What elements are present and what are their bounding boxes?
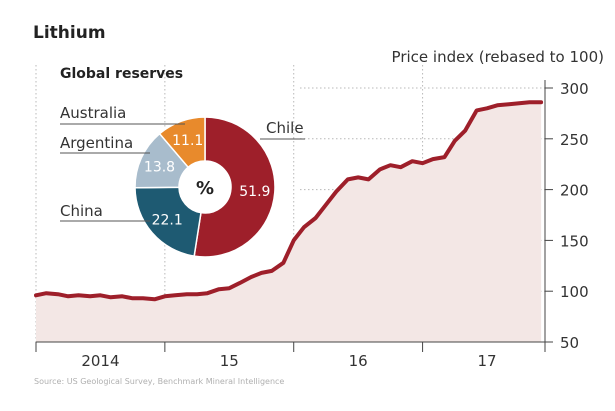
x-tick-label: 17 xyxy=(477,352,496,370)
y-tick-label: 100 xyxy=(560,283,589,301)
price-line xyxy=(34,100,544,302)
x-tick-label: 16 xyxy=(349,352,368,370)
pie-value-label: 22.1 xyxy=(152,213,183,229)
pie-chart: 51.9 22.1 13.8 11.1% Chile China Argentina Aust… xyxy=(60,104,305,258)
pie-category-label: Argentina xyxy=(60,134,133,152)
x-tick-label: 2014 xyxy=(81,352,119,370)
chart-title: Lithium xyxy=(33,23,106,43)
y-axis-label: Price index (rebased to 100) xyxy=(392,48,604,66)
pie-category-label: Chile xyxy=(266,119,304,137)
source-note: Source: US Geological Survey, Benchmark … xyxy=(34,377,284,386)
pie-slice-chile xyxy=(193,116,276,258)
pie-slice-australia xyxy=(158,116,206,169)
y-tick-label: 150 xyxy=(560,232,589,250)
x-tick-label: 15 xyxy=(220,352,239,370)
pie-value-label: 11.1 xyxy=(172,133,203,149)
y-tick-label: 250 xyxy=(560,131,589,149)
pie-value-label: 13.8 xyxy=(144,159,175,175)
pie-value-label: 51.9 xyxy=(239,184,270,200)
y-tick-label: 50 xyxy=(560,334,579,352)
pie-title: Global reserves xyxy=(60,66,183,82)
pie-category-label: Australia xyxy=(60,104,126,122)
y-tick-label: 200 xyxy=(560,182,589,200)
axis-layer: 50 100 150 200 250 300 2014 15 16 17 xyxy=(35,80,589,370)
pie-slice-china xyxy=(134,186,202,258)
pie-center-label: % xyxy=(196,178,214,199)
y-tick-label: 300 xyxy=(560,80,589,98)
pie-category-label: China xyxy=(60,202,103,220)
